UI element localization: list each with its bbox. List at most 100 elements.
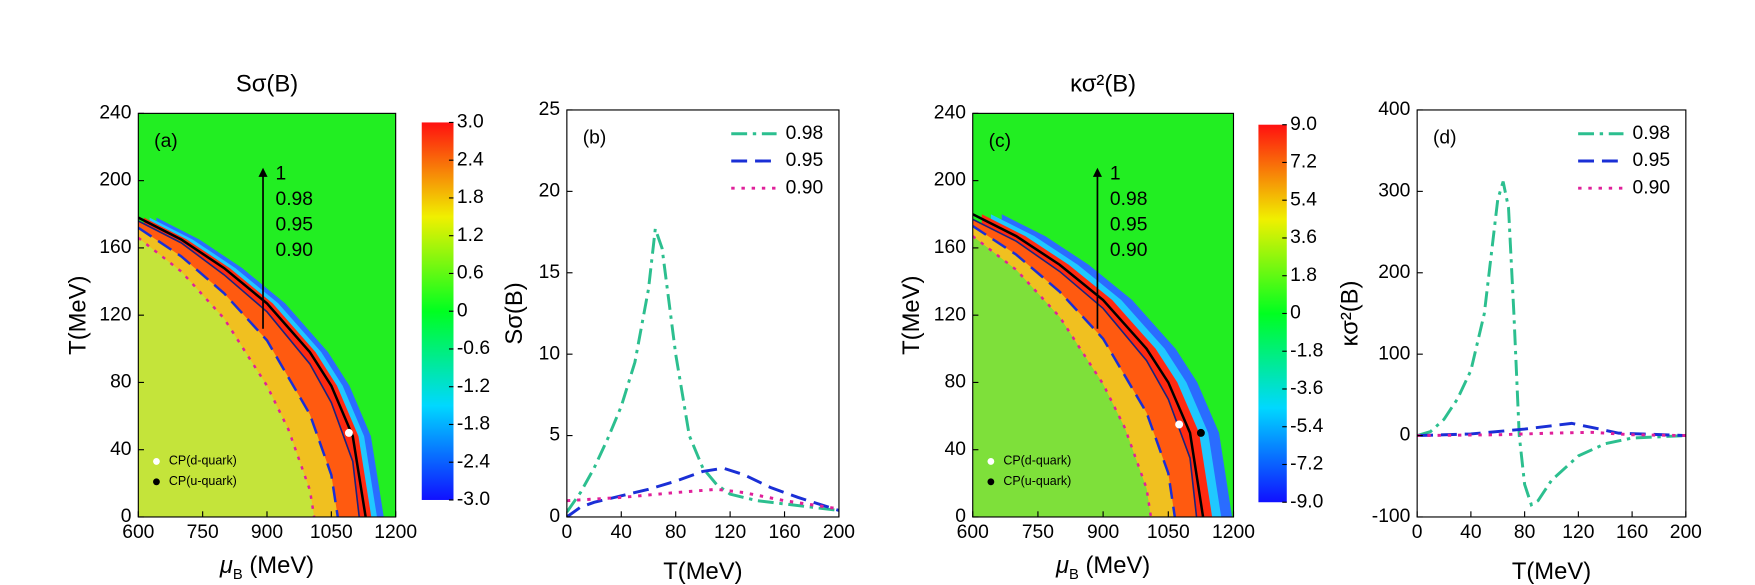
colorbar-tick-label: 0 [1290, 303, 1301, 324]
arrow-label: 0.95 [275, 215, 313, 236]
colorbar-tick-label: 1.2 [457, 225, 484, 246]
x-tick-label: 600 [957, 522, 989, 543]
x-axis-label: μB (MeV) [1055, 552, 1150, 583]
legend-label: CP(d-quark) [169, 454, 237, 468]
x-tick-label: 80 [665, 522, 686, 543]
critical-point [1175, 420, 1184, 429]
series-line [566, 466, 839, 517]
plot-frame [137, 112, 397, 518]
arrow-label: 0.98 [1110, 189, 1147, 210]
colorbar-tick-label: -0.6 [457, 338, 490, 359]
arrow-label: 1 [275, 164, 286, 185]
x-label-subscript: B [233, 567, 243, 583]
arrow-head [258, 167, 268, 177]
colorbar-tick-label: 5.4 [1290, 189, 1317, 210]
series-line [1417, 421, 1686, 438]
y-tick-label: 10 [539, 343, 560, 364]
colorbar [421, 122, 454, 500]
x-tick-label: 1050 [1147, 522, 1190, 543]
legend-label: 0.90 [786, 177, 824, 198]
y-tick-label: 100 [1378, 343, 1410, 364]
arrow-label: 0.95 [1110, 215, 1147, 236]
x-tick-label: 1200 [374, 522, 417, 543]
arrow-head [1092, 167, 1102, 177]
plot-frame [1416, 109, 1687, 518]
x-tick-label: 40 [1460, 522, 1481, 543]
legend-marker [987, 458, 995, 465]
colorbar-tick-label: -5.4 [1290, 416, 1323, 437]
y-tick-label: 240 [99, 102, 131, 123]
x-tick-label: 80 [1514, 522, 1535, 543]
legend-label: 0.95 [1633, 150, 1671, 171]
y-axis-label: T(MeV) [898, 276, 925, 355]
x-tick-label: 1200 [1212, 522, 1255, 543]
y-tick-label: 160 [99, 237, 131, 258]
heatmap-inner [138, 237, 315, 517]
y-tick-label: 80 [944, 372, 965, 393]
panel: 0 40 80 120 160 200 0 5 10 15 20 25 (b) Sσ(B) T(MeV) 0.… [501, 99, 855, 585]
plot-area [1417, 181, 1686, 507]
panel: 600 750 900 1050 1200 0 40 80 120 160 200 240 (a) T(M… [65, 70, 491, 582]
colorbar-tick-label: 1.8 [457, 187, 484, 208]
colorbar [1258, 124, 1287, 503]
critical-point [344, 428, 353, 437]
x-tick-label: 160 [768, 522, 800, 543]
legend-label: 0.98 [786, 123, 824, 144]
x-tick-label: 600 [122, 522, 154, 543]
colorbar-tick-label: -1.2 [457, 376, 490, 397]
colorbar-tick-label: -9.0 [1290, 491, 1323, 512]
x-tick-label: 120 [1562, 522, 1594, 543]
x-axis-label: T(MeV) [663, 558, 742, 585]
colorbar-tick-label: 2.4 [457, 149, 484, 170]
y-tick-label: 120 [934, 304, 966, 325]
panel-label: (a) [154, 131, 178, 152]
chart-title: Sσ(B) [236, 70, 298, 97]
colorbar-tick-label: 1.8 [1290, 265, 1317, 286]
x-tick-label: 750 [187, 522, 219, 543]
y-tick-label: 120 [99, 304, 131, 325]
series-line [1417, 430, 1686, 438]
plot-area [972, 113, 1234, 517]
colorbar-tick-label: 0.6 [457, 263, 484, 284]
critical-point [1196, 428, 1205, 437]
panel-label: (d) [1433, 127, 1457, 148]
colorbar-tick-label: -7.2 [1290, 454, 1323, 475]
legend-label: CP(u-quark) [169, 474, 237, 488]
plot-frame [566, 109, 840, 518]
x-tick-label: 160 [1616, 522, 1648, 543]
y-axis-label: κσ²(B) [1337, 280, 1364, 346]
y-axis-label: T(MeV) [65, 276, 92, 355]
series-line [566, 228, 839, 513]
y-tick-label: 200 [1378, 262, 1410, 283]
colorbar-tick-label: -2.4 [457, 451, 490, 472]
y-tick-label: 20 [539, 180, 560, 201]
series-line [1417, 181, 1686, 507]
x-axis-label: T(MeV) [1512, 558, 1591, 585]
x-tick-label: 0 [562, 522, 573, 543]
series-line [138, 216, 367, 517]
colorbar-tick-label: 9.0 [1290, 114, 1317, 135]
panel: 600 750 900 1050 1200 0 40 80 120 160 200 240 (c) T(M… [898, 70, 1324, 582]
y-axis-label: Sσ(B) [501, 282, 528, 344]
colorbar-tick-label: -1.8 [457, 414, 490, 435]
colorbar-tick-label: 7.2 [1290, 152, 1317, 173]
y-tick-label: 40 [110, 439, 131, 460]
y-tick-label: 300 [1378, 180, 1410, 201]
colorbar-tick-label: -3.6 [1290, 378, 1323, 399]
x-label-subscript: B [1069, 567, 1079, 583]
x-tick-label: 200 [1670, 522, 1702, 543]
arrow-label: 0.98 [275, 189, 313, 210]
x-tick-label: 200 [823, 522, 855, 543]
panel: 0 40 80 120 160 200-1000100200300400(d)κσ²(B)… [1337, 99, 1702, 585]
plot-area [138, 113, 396, 517]
series-line [972, 213, 1205, 517]
series-line [138, 220, 360, 517]
heatmap-inner [972, 236, 1151, 517]
x-label-unit: (MeV) [1079, 552, 1150, 579]
y-tick-label: 0 [549, 506, 560, 527]
arrow-label: 0.90 [1110, 240, 1147, 261]
panel-label: (c) [989, 131, 1011, 152]
y-tick-label: 200 [934, 170, 966, 191]
y-tick-label: 5 [549, 425, 560, 446]
